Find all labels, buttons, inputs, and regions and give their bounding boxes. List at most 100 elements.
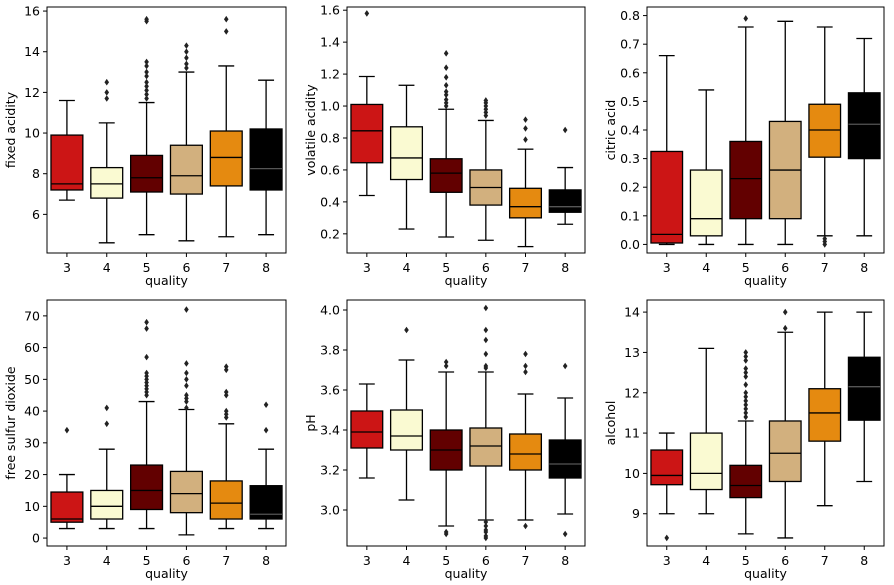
y-tick-label: 10 [624,466,640,481]
outlier-point [443,96,449,103]
subplot-4: 0 10 20 30 40 50 60 70 3 4 5 6 7 8 quality free sulfur … [3,299,287,581]
outlier-point [743,365,749,372]
outlier-point [184,376,189,383]
x-axis-label: quality [445,273,488,288]
y-tick-label: 0.4 [620,123,640,138]
x-tick-label: 6 [182,260,190,275]
y-axis-label: free sulfur dioxide [3,366,18,479]
subplot-3: 0.0 0.1 0.2 0.3 0.4 0.5 0.6 0.7 0.8 3 4 5 6 7 8 quality… [603,6,885,288]
iqr-box [548,189,582,213]
y-tick-label: 3.8 [320,343,340,358]
outlier-point [144,58,149,66]
x-tick-label: 3 [363,260,371,275]
x-tick-label: 6 [482,260,490,275]
outlier-point [523,522,528,530]
y-tick-label: 0.5 [620,94,640,109]
iqr-box [129,154,164,193]
outlier-point [443,362,449,370]
iqr-box [729,140,763,220]
iqr-box [768,420,802,483]
y-tick-label: 3.6 [320,383,340,398]
y-tick-label: 10 [24,499,40,514]
y-tick-label: 12 [24,85,40,100]
outlier-point [443,73,449,81]
outlier-point [562,126,568,134]
outlier-point [562,362,568,370]
y-tick-label: 0.8 [620,8,640,23]
iqr-box [50,134,84,191]
subplot-6: 9 10 11 12 13 14 3 4 5 6 7 8 quality alcohol [603,299,885,581]
outlier-point [443,64,449,72]
iqr-box [429,158,463,193]
outlier-point [263,426,269,434]
x-tick-label: 3 [663,260,671,275]
x-tick-label: 6 [781,553,789,568]
y-axis-label: alcohol [603,401,618,446]
outlier-point [443,88,449,95]
outlier-point [263,401,269,409]
y-tick-label: 0.8 [320,130,340,145]
iqr-box [847,92,881,160]
outlier-point [743,397,749,405]
box-quality-4 [389,84,424,230]
x-tick-label: 8 [860,553,868,568]
outlier-point [822,235,828,242]
outlier-point [483,326,489,334]
box-quality-6 [768,308,802,539]
x-tick-label: 7 [222,553,230,568]
outlier-point [483,304,489,312]
box-quality-3 [350,10,384,197]
x-tick-label: 5 [742,260,750,275]
outlier-point [743,349,749,356]
y-tick-label: 13 [624,345,640,360]
outlier-point [144,369,149,377]
x-tick-label: 4 [702,553,710,568]
outlier-point [223,388,229,396]
x-tick-label: 8 [561,553,569,568]
outlier-point [664,534,670,542]
box-quality-7 [808,311,842,507]
box-quality-7 [209,15,243,238]
x-tick-label: 5 [442,553,450,568]
box-quality-8 [847,311,881,483]
iqr-box [650,449,684,486]
y-tick-label: 1.0 [320,99,340,114]
box-quality-3 [50,426,84,530]
y-tick-label: 20 [24,467,40,482]
y-tick-label: 3.0 [320,503,340,518]
iqr-box [508,187,543,219]
iqr-box [548,439,582,479]
y-tick-label: 50 [24,372,40,387]
y-tick-label: 10 [24,126,40,141]
iqr-box [209,480,243,520]
y-tick-label: 14 [624,305,640,320]
y-tick-label: 30 [24,435,40,450]
outlier-point [144,353,149,361]
box-quality-4 [90,404,124,530]
x-tick-label: 3 [663,553,671,568]
outlier-point [184,382,189,390]
outlier-point [104,89,110,96]
outlier-point [184,369,189,377]
outlier-point [184,48,189,56]
outlier-point [483,350,489,358]
box-quality-6 [768,20,802,246]
y-tick-label: 16 [24,4,40,19]
y-tick-label: 6 [32,207,40,222]
box-quality-4 [689,347,723,515]
x-tick-label: 4 [403,553,411,568]
box-quality-7 [508,350,543,530]
x-axis-label: quality [445,566,488,581]
iqr-box [389,126,424,181]
x-axis-label: quality [744,273,787,288]
outlier-point [184,42,189,49]
y-axis-label: fixed acidity [3,91,18,168]
iqr-box [209,130,243,187]
outlier-point [184,64,189,72]
x-axis-label: quality [744,566,787,581]
y-tick-label: 1.2 [320,67,340,82]
outlier-point [782,324,788,332]
iqr-box [389,409,424,451]
outlier-point [483,97,489,104]
y-tick-label: 8 [32,166,40,181]
